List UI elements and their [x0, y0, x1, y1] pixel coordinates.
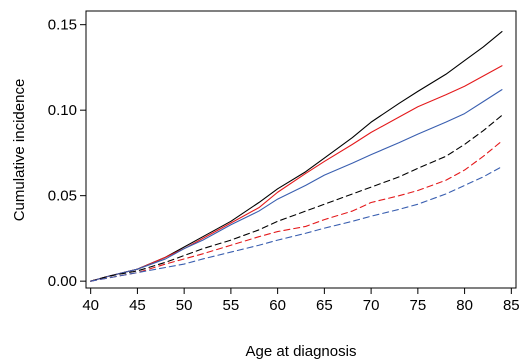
x-tick-label: 60 — [269, 297, 286, 314]
series-line-6-dashed — [90, 166, 503, 282]
series-line-3-solid — [90, 89, 503, 282]
series-line-5-dashed — [90, 140, 503, 282]
x-tick-label: 85 — [503, 297, 520, 314]
y-tick-label: 0.00 — [48, 273, 77, 290]
x-tick-label: 80 — [456, 297, 473, 314]
y-tick-label: 0.15 — [48, 17, 77, 34]
y-axis: 0.00 0.05 0.10 0.15 — [48, 17, 86, 290]
x-tick-label: 45 — [129, 297, 146, 314]
series-line-4-dashed — [90, 114, 503, 282]
y-tick-label: 0.05 — [48, 188, 77, 205]
y-axis-label: Cumulative incidence — [11, 79, 28, 222]
plot-frame — [85, 10, 517, 289]
series-line-2-solid — [90, 65, 503, 282]
x-tick-label: 75 — [410, 297, 427, 314]
series-line-1-solid — [90, 30, 503, 282]
x-tick-label: 65 — [316, 297, 333, 314]
x-tick-label: 55 — [223, 297, 240, 314]
x-axis-label: Age at diagnosis — [246, 343, 357, 360]
x-tick-label: 40 — [82, 297, 99, 314]
x-tick-label: 50 — [176, 297, 193, 314]
x-tick-label: 70 — [363, 297, 380, 314]
y-tick-label: 0.10 — [48, 102, 77, 119]
series-layer — [90, 30, 503, 282]
x-axis: 40 45 50 55 60 65 70 75 80 85 — [82, 288, 520, 314]
